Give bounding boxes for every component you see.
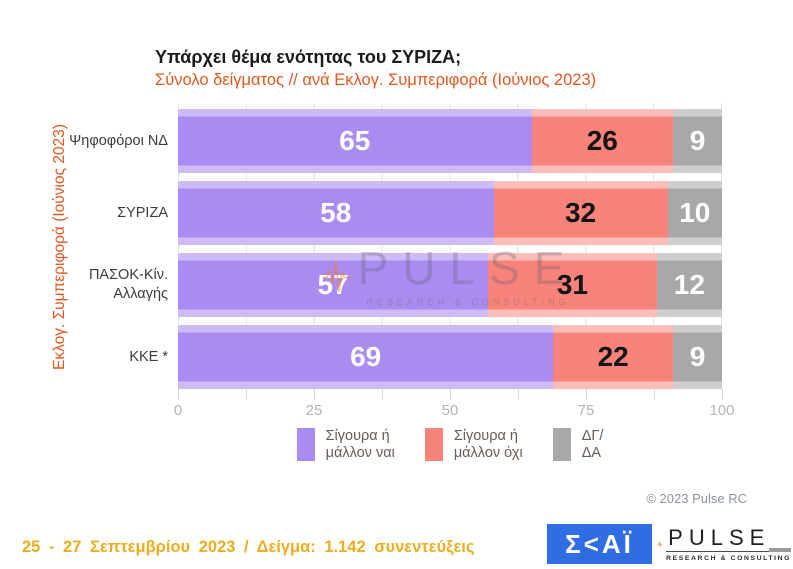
bar-segment-yes: 65 — [178, 109, 532, 173]
bar-segment-no: 22 — [553, 325, 674, 389]
bar-segment-no: 32 — [493, 181, 668, 245]
value-label: 26 — [586, 125, 618, 156]
bar-segment-dk: 9 — [673, 109, 722, 173]
bar-row: 58 32 10 — [178, 181, 722, 245]
legend: Σίγουρα ή μάλλον ναι Σίγουρα ή μάλλον όχ… — [178, 428, 722, 463]
value-label: 58 — [320, 197, 352, 228]
bar-segment-dk: 10 — [667, 181, 722, 245]
tick-label: 25 — [305, 402, 323, 419]
bar-segment-yes: 58 — [178, 181, 494, 245]
bar-row: 57 31 12 — [178, 253, 722, 317]
tick-label: 100 — [709, 402, 735, 419]
copyright-note: © 2023 Pulse RC — [646, 491, 747, 506]
legend-swatch-dk — [552, 428, 571, 461]
bar-rows: 65 26 9 58 32 10 57 31 12 69 22 9 — [178, 109, 722, 397]
legend-label: Σίγουρα ή μάλλον όχι — [453, 428, 523, 462]
value-label: 57 — [317, 269, 349, 300]
value-label: 12 — [673, 269, 705, 300]
bar-segment-yes: 69 — [178, 325, 554, 389]
bar-row: 69 22 9 — [178, 325, 722, 389]
chart-title: Υπάρχει θέμα ενότητας του ΣΥΡΙΖΑ; — [155, 47, 462, 67]
chart-subtitle: Σύνολο δείγματος // ανά Εκλογ. Συμπεριφο… — [155, 71, 597, 89]
bar-segment-no: 26 — [531, 109, 674, 173]
pulse-waveform-icon — [657, 541, 663, 548]
category-label: Ψηφοφόροι ΝΔ — [69, 132, 168, 149]
bar-row: 65 26 9 — [178, 109, 722, 173]
plot-area: 65 26 9 58 32 10 57 31 12 69 22 9 — [178, 103, 722, 389]
value-label: 31 — [556, 269, 588, 300]
skai-logo: Σ<ΑΪ — [547, 524, 652, 564]
bar-segment-yes: 57 — [178, 253, 489, 317]
logo-mark — [769, 547, 791, 552]
category-label: ΣΥΡΙΖΑ — [117, 204, 168, 221]
legend-swatch-yes — [296, 428, 315, 461]
bar-segment-dk: 12 — [656, 253, 722, 317]
tick-label: 50 — [441, 402, 459, 419]
value-label: 65 — [339, 125, 371, 156]
category-label: ΚΚΕ * — [129, 348, 168, 365]
pulse-logo-name: PULSE — [668, 524, 771, 550]
category-label: ΠΑΣΟΚ-Κίν. Αλλαγής — [88, 267, 168, 302]
pulse-logo-tagline: RESEARCH & CONSULTING — [666, 554, 791, 562]
value-label: 10 — [679, 197, 711, 228]
pulse-logo: PULSE RESEARCH & CONSULTING — [657, 521, 791, 567]
value-label: 9 — [689, 125, 706, 156]
x-axis-tick-labels: 0 25 50 75 100 — [174, 402, 735, 422]
legend-item-dk: ΔΓ/ ΔΑ — [552, 428, 604, 463]
bar-segment-dk: 9 — [673, 325, 722, 389]
pulse-logo-rule — [666, 547, 791, 552]
legend-label: ΔΓ/ ΔΑ — [581, 428, 604, 462]
legend-item-yes: Σίγουρα ή μάλλον ναι — [296, 428, 395, 463]
value-label: 9 — [689, 341, 706, 372]
value-label: 69 — [350, 341, 382, 372]
survey-date-sample: 25 - 27 Σεπτεμβρίου 2023 / Δείγμα: 1.142… — [22, 538, 475, 556]
value-label: 22 — [597, 341, 629, 372]
legend-label: Σίγουρα ή μάλλον ναι — [325, 428, 395, 462]
legend-item-no: Σίγουρα ή μάλλον όχι — [424, 428, 523, 463]
x-axis-ticks — [178, 389, 723, 400]
category-labels: Ψηφοφόροι ΝΔ ΣΥΡΙΖΑ ΠΑΣΟΚ-Κίν. Αλλαγής Κ… — [50, 109, 168, 397]
tick-label: 75 — [577, 402, 595, 419]
tick-label: 0 — [173, 402, 183, 419]
legend-swatch-no — [424, 428, 443, 461]
value-label: 32 — [564, 197, 597, 228]
bar-segment-no: 31 — [488, 253, 657, 317]
